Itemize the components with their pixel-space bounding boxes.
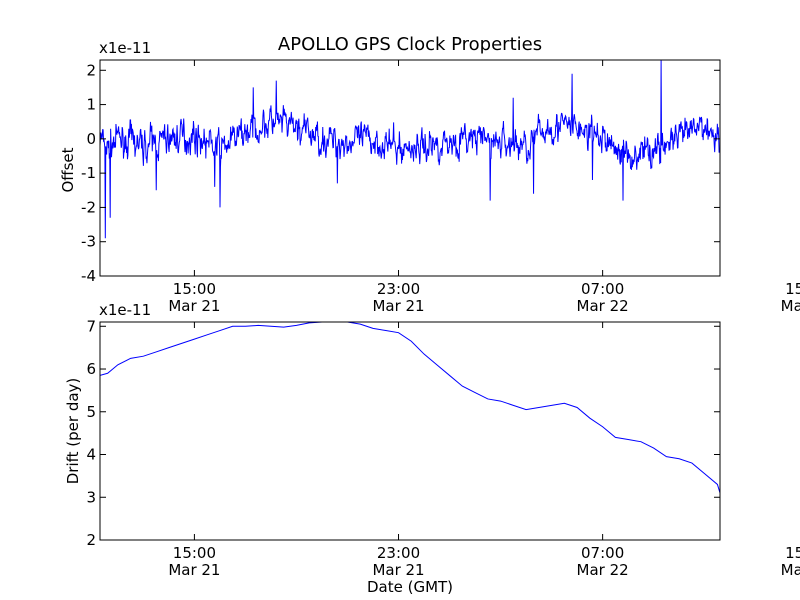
drift-xtick-date-0: Mar 21 [168,561,220,579]
offset-ytick-label-5: 1 [86,96,96,114]
offset-xtick-time-3: 15:00 [785,280,800,298]
drift-ytick-label-1: 3 [86,488,96,506]
drift-xtick-date-2: Mar 22 [577,561,629,579]
offset-xtick-date-0: Mar 21 [168,297,220,315]
offset-ytick-label-1: -3 [81,233,96,251]
drift-xtick-date-1: Mar 21 [372,561,424,579]
offset-axes-frame [99,59,721,277]
offset-ytick-label-0: -4 [81,267,96,285]
offset-series-line [100,60,720,239]
offset-ytick-label-4: 0 [86,130,96,148]
offset-plot-area [100,60,720,239]
offset-xtick-date-1: Mar 21 [372,297,424,315]
figure-title: APOLLO GPS Clock Properties [278,34,542,55]
drift-series-line [100,322,720,494]
drift-plot-area [100,322,720,494]
offset-xtick-date-2: Mar 22 [577,297,629,315]
drift-ytick-label-5: 7 [86,317,96,335]
offset-xtick-time-0: 15:00 [173,280,216,298]
offset-xtick-time-2: 07:00 [581,280,624,298]
offset-ytick-label-3: -1 [81,164,96,182]
drift-xtick-time-1: 23:00 [377,544,420,562]
drift-xtick-time-2: 07:00 [581,544,624,562]
offset-xtick-time-1: 23:00 [377,280,420,298]
offset-xtick-date-3: Mar 22 [781,297,800,315]
drift-y-axis-label: Drift (per day) [64,378,82,485]
drift-ytick-label-3: 5 [86,403,96,421]
drift-xtick-time-3: 15:00 [785,544,800,562]
offset-y-axis-label: Offset [59,147,77,192]
drift-xtick-date-3: Mar 22 [781,561,800,579]
drift-xtick-time-0: 15:00 [173,544,216,562]
offset-multiplier-label: x1e-11 [99,39,151,57]
drift-ytick-label-4: 6 [86,360,96,378]
offset-ytick-label-2: -2 [81,198,96,216]
x-axis-label: Date (GMT) [367,578,453,596]
drift-ytick-label-2: 4 [86,446,96,464]
drift-ytick-label-0: 2 [86,531,96,549]
drift-axes-frame [99,321,721,541]
offset-ytick-label-6: 2 [86,61,96,79]
drift-multiplier-label: x1e-11 [99,301,151,319]
